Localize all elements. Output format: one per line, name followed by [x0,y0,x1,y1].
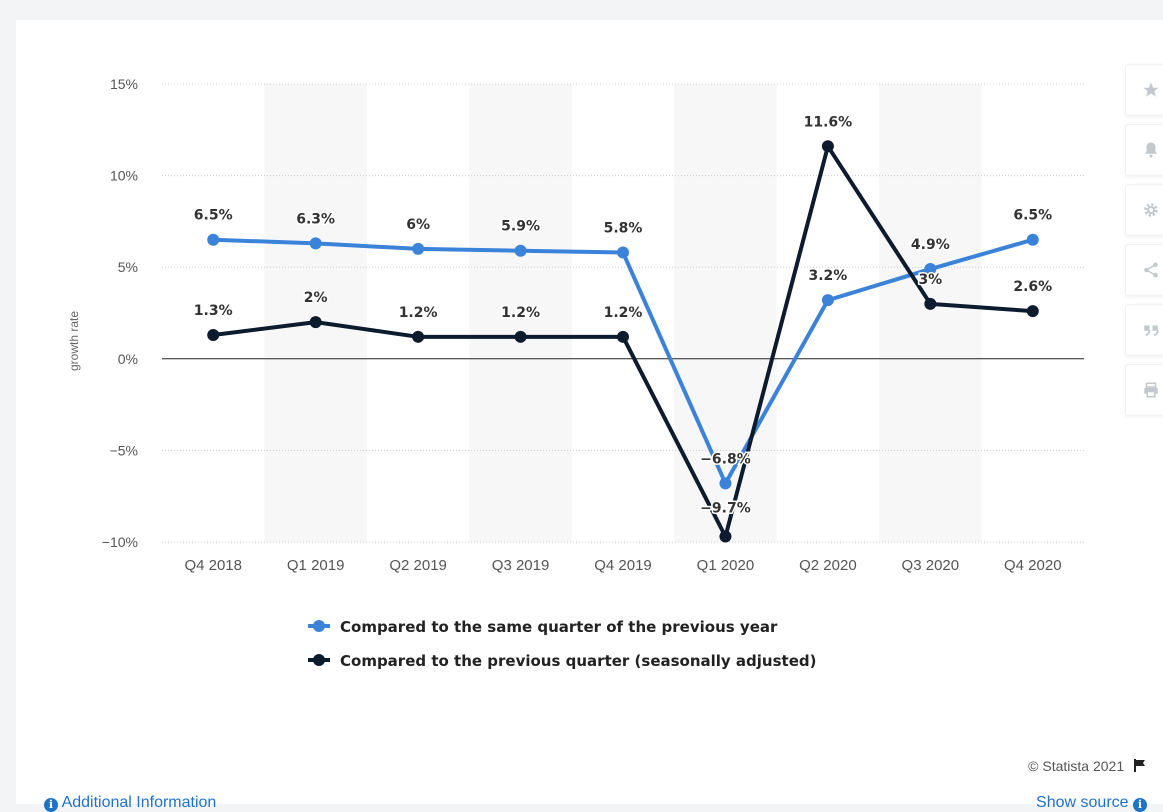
category-band [674,84,777,542]
x-tick-label: Q4 2018 [184,557,242,574]
print-icon[interactable] [1125,364,1163,416]
data-point [1026,305,1039,318]
data-point [207,233,220,246]
data-point [1026,233,1039,246]
data-label: 6.5% [194,208,233,224]
y-tick-label: 10% [110,168,138,184]
data-label: 2.6% [1013,279,1052,295]
data-point [821,140,834,153]
toolbar [1125,64,1163,416]
y-tick-label: −5% [110,442,138,458]
y-axis-label: growth rate [67,311,81,371]
x-tick-label: Q1 2020 [697,557,755,574]
data-label: −9.7% [700,501,751,517]
data-label: 1.2% [501,305,540,321]
info-icon: i [44,798,58,812]
data-label: 11.6% [804,114,853,130]
data-point [514,244,527,257]
flag-icon[interactable] [1133,759,1147,772]
category-band [879,84,982,542]
data-point [821,294,834,307]
data-point [207,328,220,341]
quote-icon[interactable] [1125,304,1163,356]
line-chart: −10% −5% 0% 5% 10% 15% growth rate Q4 2018 Q1 20… [67,76,1084,670]
legend-label: Compared to the previous quarter (season… [340,652,816,670]
x-tick-label: Q3 2020 [902,557,960,574]
y-tick-label: 15% [110,76,138,92]
data-point [617,246,629,259]
info-icon: i [1133,798,1147,812]
data-point [412,330,425,343]
legend-label: Compared to the same quarter of the prev… [340,618,778,636]
x-tick-label: Q2 2020 [799,557,857,574]
data-point [309,237,322,250]
data-label: 3.2% [808,268,847,284]
x-tick-label: Q4 2020 [1004,557,1062,574]
star-icon[interactable] [1125,64,1163,116]
data-point [719,530,732,543]
data-label: 4.9% [911,237,950,253]
credit-text: © Statista 2021 [1028,758,1125,774]
legend-marker [313,654,325,666]
gear-icon[interactable] [1125,184,1163,236]
data-label: 5.8% [604,221,643,237]
show-source-link[interactable]: Show source i [1036,794,1147,812]
bell-icon[interactable] [1125,124,1163,176]
data-label: 5.9% [501,219,540,235]
credit: © Statista 2021 [1028,758,1147,774]
data-label: 3% [918,272,942,288]
data-label: 6.3% [296,211,335,227]
data-point [617,330,629,343]
show-source-label: Show source [1036,794,1129,811]
data-point [412,242,425,255]
additional-information-link[interactable]: i Additional Information [44,794,216,812]
data-point [719,477,732,490]
x-tick-label: Q3 2019 [492,557,550,574]
category-band [469,84,572,542]
data-point [514,330,527,343]
data-label: 1.3% [194,303,233,319]
legend-marker [313,620,325,632]
share-icon[interactable] [1125,244,1163,296]
y-tick-label: 0% [118,351,138,367]
data-point [924,263,937,276]
data-label: 6.5% [1013,208,1052,224]
data-label: 1.2% [604,305,643,321]
x-tick-label: Q2 2019 [389,557,447,574]
category-band [264,84,367,542]
y-tick-label: 5% [118,259,138,275]
data-label: 2% [304,290,328,306]
data-label: −6.8% [700,451,751,467]
data-label: 6% [406,217,430,233]
additional-information-label: Additional Information [61,794,217,811]
x-tick-label: Q4 2019 [594,557,652,574]
y-tick-label: −10% [102,534,138,550]
data-point [309,316,322,329]
chart-card: −10% −5% 0% 5% 10% 15% growth rate Q4 2018 Q1 20… [16,20,1163,812]
data-point [924,297,937,310]
x-tick-label: Q1 2019 [287,557,345,574]
data-label: 1.2% [399,305,438,321]
